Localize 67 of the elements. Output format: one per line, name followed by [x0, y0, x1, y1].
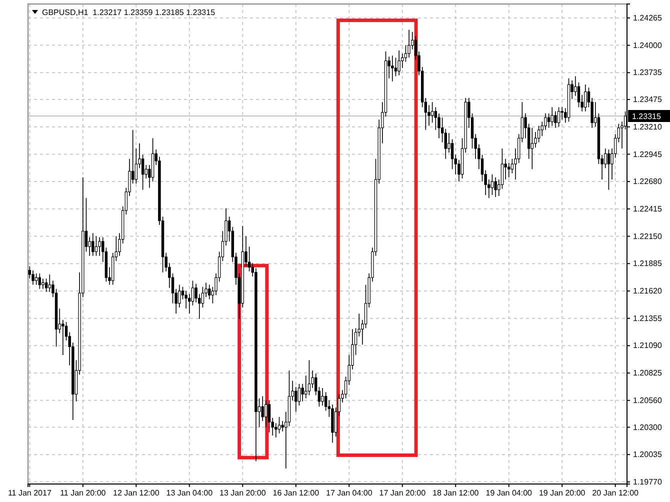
- candlestick: [111, 252, 114, 286]
- candlestick: [530, 127, 534, 170]
- y-tick-label: 1.21885: [633, 259, 662, 268]
- candlestick: [308, 360, 311, 396]
- x-tick-label: 16 Jan 12:00: [272, 488, 320, 498]
- ref-line-label: 1.23315: [632, 112, 662, 121]
- x-tick-label: 19 Jan 20:00: [538, 488, 586, 498]
- y-tick-label: 1.21090: [633, 341, 662, 350]
- y-tick-label: 1.22150: [633, 232, 662, 241]
- candlestick: [94, 236, 98, 256]
- y-tick-label: 1.21620: [633, 286, 662, 296]
- candlestick: [98, 236, 101, 256]
- y-tick-label: 1.22945: [633, 150, 662, 159]
- candlestick: [408, 29, 410, 58]
- candlestick: [38, 273, 42, 290]
- candlestick: [547, 113, 550, 128]
- y-tick-label: 1.20825: [633, 368, 662, 378]
- y-tick-label: 1.23210: [633, 122, 662, 132]
- y-tick-label: 1.23735: [633, 68, 662, 78]
- y-tick-label: 1.20560: [633, 396, 662, 405]
- x-tick-label: 17 Jan 04:00: [326, 488, 373, 498]
- y-tick-label: 1.22680: [633, 177, 662, 186]
- x-tick-label: 12 Jan 12:00: [113, 488, 160, 498]
- candlestick: [48, 274, 51, 292]
- text: GBPUSD,H1 1.23217 1.23359 1.23185 1.23315: [42, 8, 216, 17]
- candlestick: [331, 404, 334, 444]
- candlestick: [281, 420, 284, 432]
- candlestick: [208, 284, 211, 300]
- candlestick: [391, 55, 394, 82]
- candlestick: [321, 388, 324, 406]
- candlestick: [554, 110, 557, 128]
- x-tick-label: 11 Jan 2017: [8, 488, 52, 498]
- candlestick: [508, 162, 510, 178]
- candlestick: [557, 106, 560, 128]
- x-tick-label: 20 Jan 12:00: [592, 488, 640, 498]
- x-tick-label: 18 Jan 12:00: [432, 488, 480, 498]
- candlestick: [584, 84, 587, 112]
- candlestick: [62, 319, 64, 356]
- candlestick: [268, 400, 271, 433]
- y-tick-label: 1.21355: [633, 314, 662, 323]
- candlestick: [34, 273, 38, 286]
- y-tick-label: 1.19770: [633, 477, 662, 486]
- candlestick: [490, 174, 494, 196]
- y-tick-label: 1.24000: [633, 40, 662, 50]
- candlestick: [44, 278, 48, 292]
- candlestick: [430, 102, 434, 124]
- y-tick-label: 1.24265: [633, 13, 662, 22]
- candlestick: [278, 416, 281, 434]
- candlestick: [494, 177, 497, 198]
- x-tick-label: 13 Jan 20:00: [220, 488, 266, 498]
- candlestick: [550, 106, 554, 126]
- y-tick-label: 1.20035: [633, 450, 662, 460]
- x-tick-label: 19 Jan 04:00: [486, 488, 533, 498]
- y-tick-label: 1.20300: [633, 422, 662, 432]
- candlestick: [398, 50, 400, 76]
- candlestick: [42, 278, 44, 290]
- candlestick: [560, 106, 564, 120]
- x-tick-label: 17 Jan 20:00: [379, 488, 426, 498]
- candlestick: [607, 149, 610, 190]
- candlestick: [32, 270, 34, 286]
- x-tick-label: 13 Jan 04:00: [166, 488, 214, 498]
- candlestick: [92, 232, 94, 256]
- y-tick-label: 1.22415: [633, 204, 662, 214]
- candlestick: [324, 392, 328, 412]
- y-tick-label: 1.23475: [633, 95, 662, 104]
- candlestick: [264, 400, 268, 428]
- x-tick-label: 11 Jan 20:00: [60, 488, 106, 498]
